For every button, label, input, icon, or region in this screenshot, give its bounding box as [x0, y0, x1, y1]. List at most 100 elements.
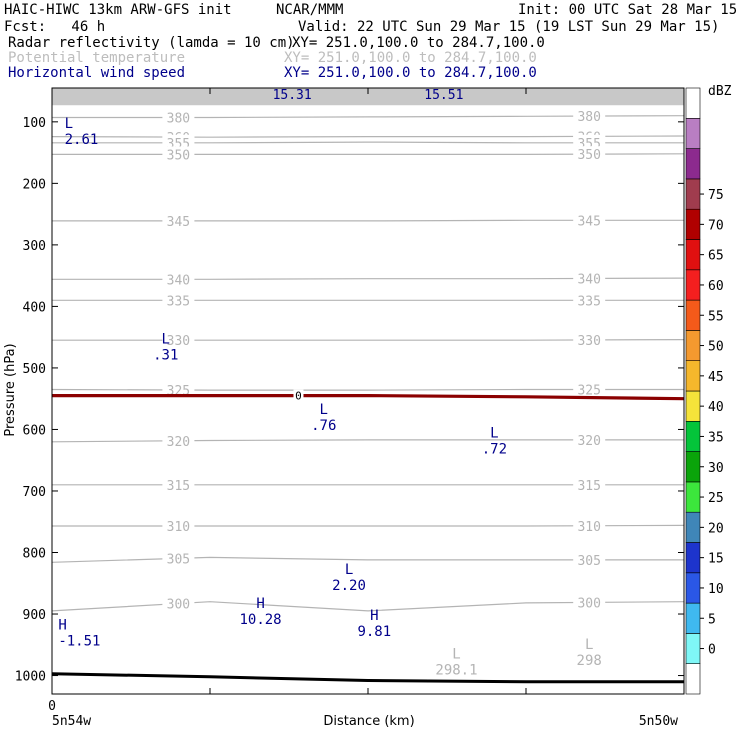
colorbar-unit: dBZ — [708, 84, 732, 99]
theta-label-bg — [162, 550, 195, 566]
colorbar-swatch-19 — [685, 87, 701, 119]
header-fcst: Fcst: 46 h — [4, 19, 106, 35]
theta-label-bg — [162, 109, 195, 125]
colorbar-swatch-1 — [685, 633, 701, 665]
y-axis-title: Pressure (hPa) — [3, 343, 18, 436]
theta-label-bg — [573, 331, 606, 347]
wind-extremum-value-6: 9.81 — [357, 624, 391, 640]
top-band-wind-label-1: 15.51 — [424, 88, 463, 103]
theta-label-bg — [573, 431, 606, 447]
header-left-title: HAIC-HIWC 13km ARW-GFS init — [4, 2, 232, 18]
theta-label-330-1: 330 — [577, 334, 600, 349]
y-tick-label-800: 800 — [23, 546, 46, 561]
theta-label-bg — [162, 146, 195, 162]
header-valid: Valid: 22 UTC Sun 29 Mar 15 (19 LST Sun … — [298, 19, 720, 35]
y-tick-label-600: 600 — [23, 423, 46, 438]
colorbar-label-60: 60 — [708, 279, 724, 294]
theta-label-bg — [162, 432, 195, 448]
colorbar-swatch-5 — [685, 511, 701, 543]
theta-label-320-0: 320 — [167, 435, 190, 450]
colorbar-label-15: 15 — [708, 552, 724, 567]
wind-extremum-value-7: -1.51 — [58, 633, 100, 649]
y-tick-label-1000: 1000 — [15, 670, 46, 685]
theta-label-bg — [162, 292, 195, 308]
theta-label-345-0: 345 — [167, 215, 190, 230]
theta-label-bg — [162, 271, 195, 287]
theta-label-bg — [162, 134, 195, 150]
theta-label-335-1: 335 — [577, 294, 600, 309]
colorbar-swatch-13 — [685, 269, 701, 301]
colorbar-swatch-14 — [685, 239, 701, 271]
header-org: NCAR/MMM — [276, 2, 344, 18]
theta-label-380-0: 380 — [167, 112, 190, 127]
colorbar-swatch-11 — [685, 330, 701, 361]
theta-label-350-1: 350 — [577, 148, 600, 163]
theta-label-330-0: 330 — [167, 334, 190, 349]
colorbar-label-10: 10 — [708, 582, 724, 597]
colorbar-swatch-2 — [685, 602, 701, 634]
theta-label-305-0: 305 — [167, 552, 190, 567]
wind-extremum-value-0: 2.61 — [65, 132, 99, 148]
colorbar-swatch-10 — [685, 360, 701, 392]
theta-label-bg — [162, 332, 195, 348]
field-xy-reflectivity: XY= 251.0,100.0 to 284.7,100.0 — [292, 35, 545, 51]
y-tick-label-100: 100 — [23, 116, 46, 131]
theta-label-bg — [573, 381, 606, 397]
wind-extremum-mark-5: H — [256, 596, 264, 612]
theta-label-300-1: 300 — [577, 596, 600, 611]
theta-label-bg — [573, 108, 606, 124]
y-tick-label-200: 200 — [23, 177, 46, 192]
wind-extremum-value-3: .72 — [482, 442, 507, 458]
colorbar-label-45: 45 — [708, 370, 724, 385]
wind-extremum-mark-0: L — [65, 116, 73, 132]
top-band-wind-label-0: 15.31 — [273, 88, 312, 103]
theta-extremum-value-0: 298.1 — [435, 662, 477, 678]
colorbar-label-40: 40 — [708, 400, 724, 415]
colorbar-swatch-18 — [685, 118, 701, 149]
theta-label-bg — [573, 292, 606, 308]
theta-label-bg — [573, 134, 606, 150]
theta-label-300-0: 300 — [167, 598, 190, 613]
terrain-line — [51, 672, 684, 684]
zero-label-bg — [293, 389, 304, 401]
wind-extremum-mark-7: H — [58, 617, 66, 633]
wind-extremum-value-4: 2.20 — [332, 578, 366, 594]
colorbar-swatch-0 — [685, 663, 701, 695]
theta-label-310-0: 310 — [167, 520, 190, 535]
theta-label-315-0: 315 — [167, 479, 190, 494]
zero-dbz-label: 0 — [295, 390, 302, 403]
y-tick-label-700: 700 — [23, 485, 46, 500]
colorbar-swatch-7 — [685, 451, 701, 483]
theta-label-bg — [573, 594, 606, 610]
colorbar-swatch-15 — [685, 208, 701, 240]
header-init: Init: 00 UTC Sat 28 Mar 15 — [518, 2, 738, 18]
theta-label-345-1: 345 — [577, 214, 600, 229]
x-tick-label-0: 0 — [48, 699, 56, 714]
theta-extremum-value-1: 298 — [577, 653, 602, 669]
wind-extremum-value-5: 10.28 — [239, 612, 281, 628]
theta-label-bg — [573, 212, 606, 228]
colorbar-label-35: 35 — [708, 430, 724, 445]
x-axis-title: Distance (km) — [323, 714, 414, 729]
y-tick-label-400: 400 — [23, 300, 46, 315]
theta-label-340-1: 340 — [577, 272, 600, 287]
theta-label-320-1: 320 — [577, 434, 600, 449]
colorbar-label-50: 50 — [708, 340, 724, 355]
field-xy-theta: XY= 251.0,100.0 to 284.7,100.0 — [284, 50, 537, 66]
colorbar-swatch-8 — [685, 420, 701, 452]
theta-extremum-mark-1: L — [585, 637, 593, 653]
colorbar-label-5: 5 — [708, 612, 716, 627]
colorbar-swatch-9 — [685, 390, 701, 422]
theta-label-335-0: 335 — [167, 294, 190, 309]
colorbar-swatch-6 — [685, 481, 701, 513]
colorbar: 0 5 10 15 20 25 30 35 40 45 50 55 60 65 70 75 — [685, 87, 724, 695]
y-tick-label-300: 300 — [23, 239, 46, 254]
theta-label-340-0: 340 — [167, 273, 190, 288]
theta-label-bg — [573, 476, 606, 492]
colorbar-swatch-12 — [685, 299, 701, 331]
theta-label-bg — [573, 551, 606, 567]
theta-label-350-0: 350 — [167, 148, 190, 163]
colorbar-label-0: 0 — [708, 643, 716, 658]
colorbar-swatch-16 — [685, 178, 701, 210]
colorbar-label-30: 30 — [708, 461, 724, 476]
